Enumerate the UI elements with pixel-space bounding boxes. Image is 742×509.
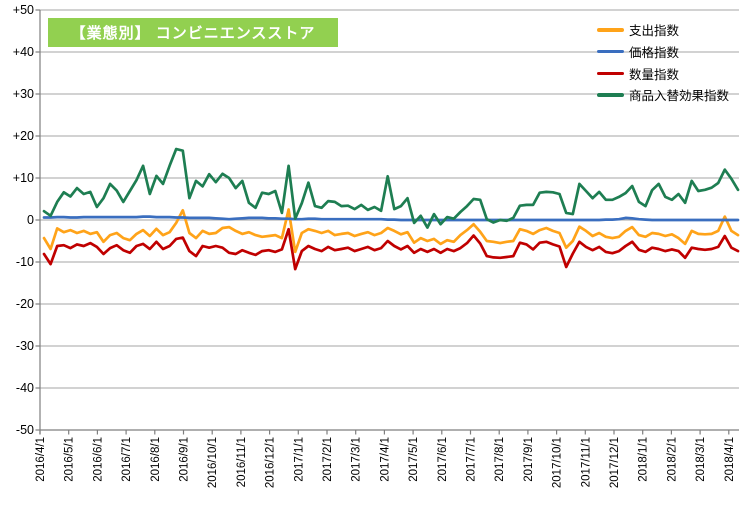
x-axis-label-2017/12/1: 2017/12/1 xyxy=(609,437,621,488)
y-axis-label-+30: +30 xyxy=(13,87,34,101)
x-axis-label-2018/3/1: 2018/3/1 xyxy=(695,437,707,482)
x-axis-label-2016/9/1: 2016/9/1 xyxy=(179,437,191,482)
legend: 支出指数 価格指数 数量指数 商品入替効果指数 xyxy=(597,19,742,106)
legend-label: 価格指数 xyxy=(629,46,680,61)
chart-title-text: 【業態別】 コンビニエンスストア xyxy=(70,25,316,42)
legend-swatch-quantity-index xyxy=(597,71,624,75)
x-axis-label-2016/7/1: 2016/7/1 xyxy=(121,437,133,482)
y-axis-label--30: -30 xyxy=(16,339,34,353)
x-axis-label-2017/10/1: 2017/10/1 xyxy=(552,437,564,488)
x-axis-label-2018/4/1: 2018/4/1 xyxy=(724,437,736,482)
series-lines xyxy=(42,147,740,271)
x-axis-label-2017/11/1: 2017/11/1 xyxy=(580,437,592,487)
y-axis-label-+10: +10 xyxy=(13,171,34,185)
y-axis-label--10: -10 xyxy=(16,255,34,269)
legend-item-expenditure-index: 支出指数 xyxy=(597,19,742,41)
x-axis-label-2016/5/1: 2016/5/1 xyxy=(64,437,76,482)
y-axis-labels: +50 +40 +30 +20 +10 0 -10 -20 -30 -40 -50 xyxy=(13,3,34,437)
legend-item-quantity-index: 数量指数 xyxy=(597,62,742,84)
x-axis-label-2016/6/1: 2016/6/1 xyxy=(92,437,104,482)
legend-item-price-index: 価格指数 xyxy=(597,41,742,63)
x-axis-label-2017/6/1: 2017/6/1 xyxy=(437,437,449,482)
x-axis-label-2017/2/1: 2017/2/1 xyxy=(322,437,334,482)
legend-swatch-expenditure-index xyxy=(597,28,624,32)
legend-item-product-replacement-effect-index: 商品入替効果指数 xyxy=(597,84,742,106)
x-axis-label-2017/7/1: 2017/7/1 xyxy=(466,437,478,482)
axes xyxy=(35,9,739,435)
x-axis-label-2018/2/1: 2018/2/1 xyxy=(666,437,678,482)
y-axis-label-+20: +20 xyxy=(13,129,34,143)
series-line-price-index xyxy=(42,215,740,222)
chart-title: 【業態別】 コンビニエンスストア xyxy=(48,18,338,47)
x-axis-label-2017/5/1: 2017/5/1 xyxy=(408,437,420,482)
series-line-expenditure-index xyxy=(42,208,740,254)
y-axis-label--20: -20 xyxy=(16,297,34,311)
x-axis-labels: 2016/4/1 2016/5/1 2016/6/1 2016/7/1 2016/8/1… xyxy=(35,437,736,488)
x-axis-label-2017/3/1: 2017/3/1 xyxy=(351,437,363,482)
x-axis-label-2017/8/1: 2017/8/1 xyxy=(494,437,506,482)
x-axis-label-2016/8/1: 2016/8/1 xyxy=(150,437,162,482)
x-axis-label-2017/1/1: 2017/1/1 xyxy=(293,437,305,482)
x-axis-label-2016/11/1: 2016/11/1 xyxy=(236,437,248,487)
legend-label: 商品入替効果指数 xyxy=(629,89,730,104)
legend-swatch-product-replacement-effect-index xyxy=(597,93,624,97)
x-axis-label-2016/12/1: 2016/12/1 xyxy=(265,437,277,488)
legend-label: 数量指数 xyxy=(629,67,680,82)
legend-label: 支出指数 xyxy=(629,24,680,39)
series-line-quantity-index xyxy=(42,227,740,271)
y-axis-label--40: -40 xyxy=(16,381,34,395)
legend-swatch-price-index xyxy=(597,49,624,54)
y-axis-label-+50: +50 xyxy=(13,3,34,17)
x-axis-label-2018/1/1: 2018/1/1 xyxy=(638,437,650,482)
series-line-product-replacement-effect-index xyxy=(42,147,740,229)
x-axis-label-2016/4/1: 2016/4/1 xyxy=(35,437,47,482)
y-axis-label-+40: +40 xyxy=(13,45,34,59)
x-axis-label-2017/4/1: 2017/4/1 xyxy=(379,437,391,482)
y-axis-label-0: 0 xyxy=(27,213,34,227)
x-axis-label-2017/9/1: 2017/9/1 xyxy=(523,437,535,482)
y-axis-label--50: -50 xyxy=(16,423,34,437)
x-axis-label-2016/10/1: 2016/10/1 xyxy=(207,437,219,488)
